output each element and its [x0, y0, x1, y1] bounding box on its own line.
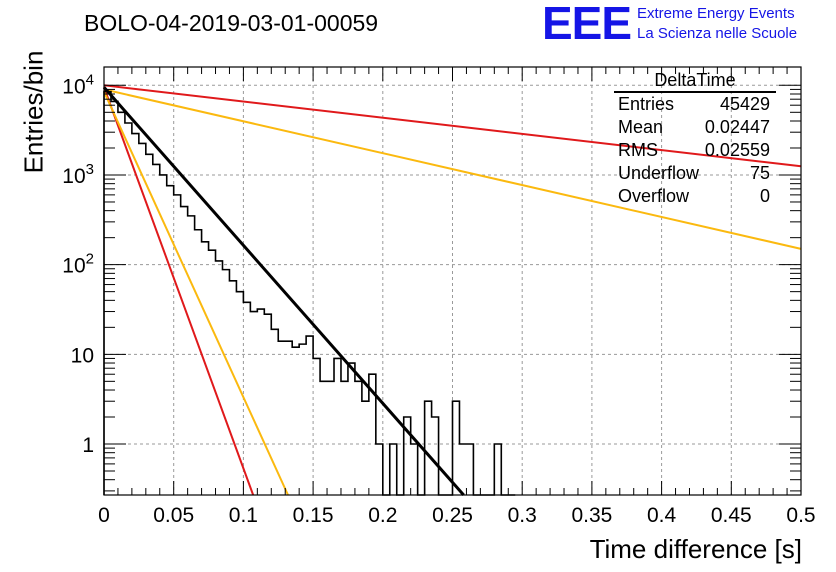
histogram-outline	[103, 90, 516, 496]
stats-row-overflow: Overflow 0	[610, 185, 776, 208]
project-name: Extreme Energy Events La Scienza nelle S…	[637, 4, 797, 44]
fit-line	[102, 86, 465, 496]
stats-box: DeltaTime Entries 45429 Mean 0.02447 RMS…	[610, 70, 776, 208]
stats-value: 0.02559	[704, 140, 770, 160]
x-tick-label: 0.1	[229, 504, 258, 527]
stats-label: Mean	[618, 117, 664, 137]
x-tick-label: 0.5	[786, 504, 815, 527]
grid	[104, 67, 801, 495]
x-tick-label: 0.15	[293, 504, 334, 527]
y-axis-label: Entries/bin	[18, 50, 49, 174]
x-tick-label: 0.25	[432, 504, 473, 527]
y-tick-label: 103	[62, 161, 94, 188]
slow-upper-yellow-line	[103, 88, 802, 250]
stats-value: 0	[759, 186, 770, 206]
y-tick-label: 104	[62, 71, 94, 98]
x-tick-label: 0.4	[647, 504, 677, 527]
stats-title: DeltaTime	[614, 70, 776, 93]
y-tick-label: 102	[62, 251, 94, 278]
y-tick-label: 1	[82, 434, 94, 457]
stats-value: 0.02447	[704, 117, 770, 137]
stats-value: 75	[749, 163, 770, 183]
y-tick-label: 10	[71, 344, 94, 367]
stats-row-rms: RMS 0.02559	[610, 139, 776, 162]
steep-red-line	[103, 86, 255, 496]
x-tick-label: 0.45	[711, 504, 752, 527]
x-tick-label: 0.2	[368, 504, 397, 527]
run-title: BOLO-04-2019-03-01-00059	[84, 10, 379, 36]
x-tick-label: 0.05	[153, 504, 194, 527]
project-line-1: Extreme Energy Events	[637, 5, 795, 22]
stats-label: Entries	[618, 94, 675, 114]
stats-row-mean: Mean 0.02447	[610, 116, 776, 139]
steep-yellow-line	[103, 91, 289, 496]
eee-logo: EEE	[542, 0, 632, 49]
ticks	[103, 67, 802, 495]
x-tick-label: 0	[98, 504, 110, 527]
exponential-fit-line	[102, 86, 465, 496]
project-line-2: La Scienza nelle Scuole	[637, 25, 798, 42]
x-tick-label: 0.3	[508, 504, 537, 527]
stats-row-entries: Entries 45429	[610, 93, 776, 116]
slow-upper-red-line	[103, 84, 802, 168]
x-axis-label: Time difference [s]	[589, 534, 802, 564]
reference-lines	[103, 84, 802, 496]
x-tick-label: 0.35	[571, 504, 612, 527]
stats-value: 45429	[719, 94, 770, 114]
histogram	[103, 90, 516, 496]
stats-label: Underflow	[618, 163, 700, 183]
stats-label: RMS	[618, 140, 658, 160]
stats-row-underflow: Underflow 75	[610, 162, 776, 185]
stats-label: Overflow	[618, 186, 690, 206]
tick-labels: 0 0.05 0.1 0.15 0.2 0.25 0.3 0.35 0.4 0.45 0.5 1 10 1…	[62, 71, 815, 527]
